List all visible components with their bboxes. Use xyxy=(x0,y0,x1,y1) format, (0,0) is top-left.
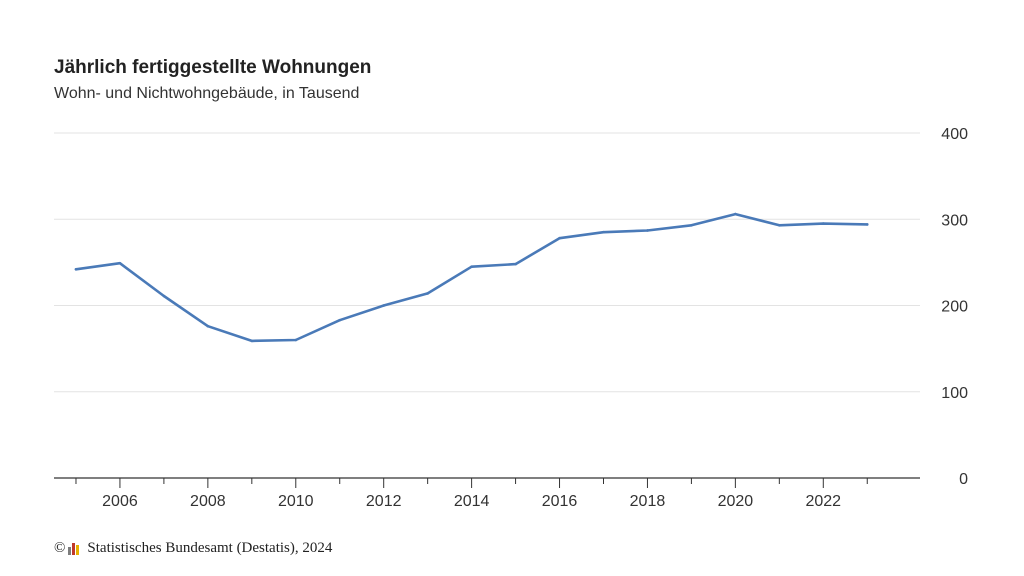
data-point-2016 xyxy=(558,236,561,240)
x-tick-label-2016: 2016 xyxy=(542,493,578,510)
y-tick-label-0: 0 xyxy=(959,471,968,488)
data-point-2018 xyxy=(646,229,649,232)
y-axis: 0 100 200 300 400 xyxy=(941,126,968,488)
chart-title: Jährlich fertiggestellte Wohnungen xyxy=(54,57,372,78)
x-tick-label-2014: 2014 xyxy=(454,493,490,510)
copyright-symbol: © xyxy=(54,540,66,556)
x-tick-label-2010: 2010 xyxy=(278,493,314,510)
x-tick-label-2012: 2012 xyxy=(366,493,402,510)
data-point-2020 xyxy=(734,212,737,216)
y-tick-label-200: 200 xyxy=(941,299,968,316)
data-point-2017 xyxy=(602,230,605,234)
gridlines xyxy=(54,132,920,393)
x-tick-label-2006: 2006 xyxy=(102,493,138,510)
data-point-2007 xyxy=(162,294,166,298)
y-tick-label-100: 100 xyxy=(941,385,968,402)
data-point-2021 xyxy=(778,223,781,227)
y-tick-label-400: 400 xyxy=(941,126,968,143)
x-axis xyxy=(54,477,920,488)
chart-subtitle: Wohn- und Nichtwohngebäude, in Tausend xyxy=(54,85,360,102)
data-point-2012 xyxy=(382,304,385,307)
data-point-2011 xyxy=(338,318,342,322)
x-tick-label-2020: 2020 xyxy=(718,493,754,510)
data-point-2015 xyxy=(514,262,517,266)
x-tick-label-2008: 2008 xyxy=(190,493,226,510)
x-tick-label-2022: 2022 xyxy=(805,493,841,510)
source-footer: © Statistisches Bundesamt (Destatis), 20… xyxy=(54,540,332,557)
data-point-2010 xyxy=(294,338,298,342)
series-line-0 xyxy=(74,212,869,343)
data-point-2013 xyxy=(426,292,429,295)
data-point-2022 xyxy=(821,222,825,225)
x-tick-label-2018: 2018 xyxy=(630,493,666,510)
data-point-2006 xyxy=(118,261,122,265)
data-point-2019 xyxy=(690,223,693,227)
data-point-2005 xyxy=(74,267,78,271)
source-text: Statistisches Bundesamt (Destatis), 2024 xyxy=(87,540,333,556)
data-point-2014 xyxy=(470,265,473,268)
destatis-logo-icon xyxy=(68,542,81,555)
y-tick-label-300: 300 xyxy=(941,212,968,229)
data-point-2009 xyxy=(250,339,254,343)
data-point-2008 xyxy=(206,324,210,328)
x-tick-labels: 2006 2008 2010 2012 2014 2016 2018 2020 2022 xyxy=(102,493,841,510)
series-group xyxy=(74,212,869,343)
data-point-2023 xyxy=(865,223,869,226)
